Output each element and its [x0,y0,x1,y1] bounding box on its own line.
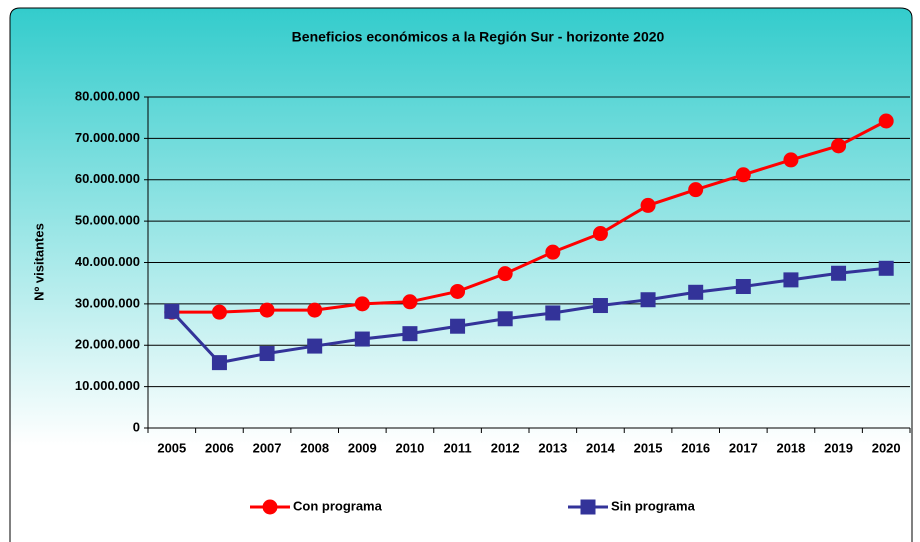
legend-marker [262,499,278,515]
x-tick-label: 2014 [586,440,616,455]
x-tick-label: 2019 [824,440,853,455]
y-tick-label: 10.000.000 [75,378,140,393]
point [450,318,466,334]
point [402,294,418,310]
chart-frame [9,7,913,542]
x-tick-label: 2010 [395,440,424,455]
x-tick-label: 2016 [681,440,710,455]
point [592,226,608,242]
chart-title: Beneficios económicos a la Región Sur - … [292,29,665,45]
point [735,278,751,294]
point [545,305,561,321]
x-tick-label: 2007 [253,440,282,455]
point [450,283,466,299]
x-tick-label: 2006 [205,440,234,455]
series-line [171,119,887,314]
legend-label: Sin programa [611,498,696,513]
y-tick-label: 20.000.000 [75,337,140,352]
point [307,338,323,354]
point [211,355,227,371]
point [402,326,418,342]
point [354,296,370,312]
y-axis-label: Nº visitantes [31,223,46,301]
x-tick-label: 2005 [157,440,186,455]
point [354,331,370,347]
y-tick-label: 40.000.000 [75,254,140,269]
y-tick-label: 0 [133,419,140,434]
legend-marker [580,499,596,515]
point [688,182,704,198]
x-tick-label: 2011 [443,440,471,455]
x-tick-label: 2015 [634,440,663,455]
point [259,346,275,362]
x-tick-label: 2020 [872,440,901,455]
point [164,303,180,319]
y-tick-label: 30.000.000 [75,295,140,310]
point [878,260,894,276]
point [640,197,656,213]
legend-label: Con programa [293,498,383,513]
point [545,244,561,260]
point [497,311,513,327]
point [592,298,608,314]
point [735,167,751,183]
y-tick-label: 60.000.000 [75,171,140,186]
x-tick-label: 2013 [538,440,567,455]
x-tick-label: 2008 [300,440,329,455]
point [497,266,513,282]
point [878,113,894,129]
point [783,152,799,168]
x-tick-label: 2017 [729,440,758,455]
point [831,265,847,281]
point [831,138,847,154]
point [640,292,656,308]
point [783,272,799,288]
point [259,302,275,318]
x-tick-label: 2018 [776,440,805,455]
series-line [170,266,887,365]
y-tick-label: 50.000.000 [75,213,140,228]
point [307,302,323,318]
point [688,284,704,300]
y-tick-label: 70.000.000 [75,130,140,145]
y-tick-label: 80.000.000 [75,88,140,103]
x-tick-label: 2012 [491,440,520,455]
point [211,304,227,320]
x-tick-label: 2009 [348,440,377,455]
